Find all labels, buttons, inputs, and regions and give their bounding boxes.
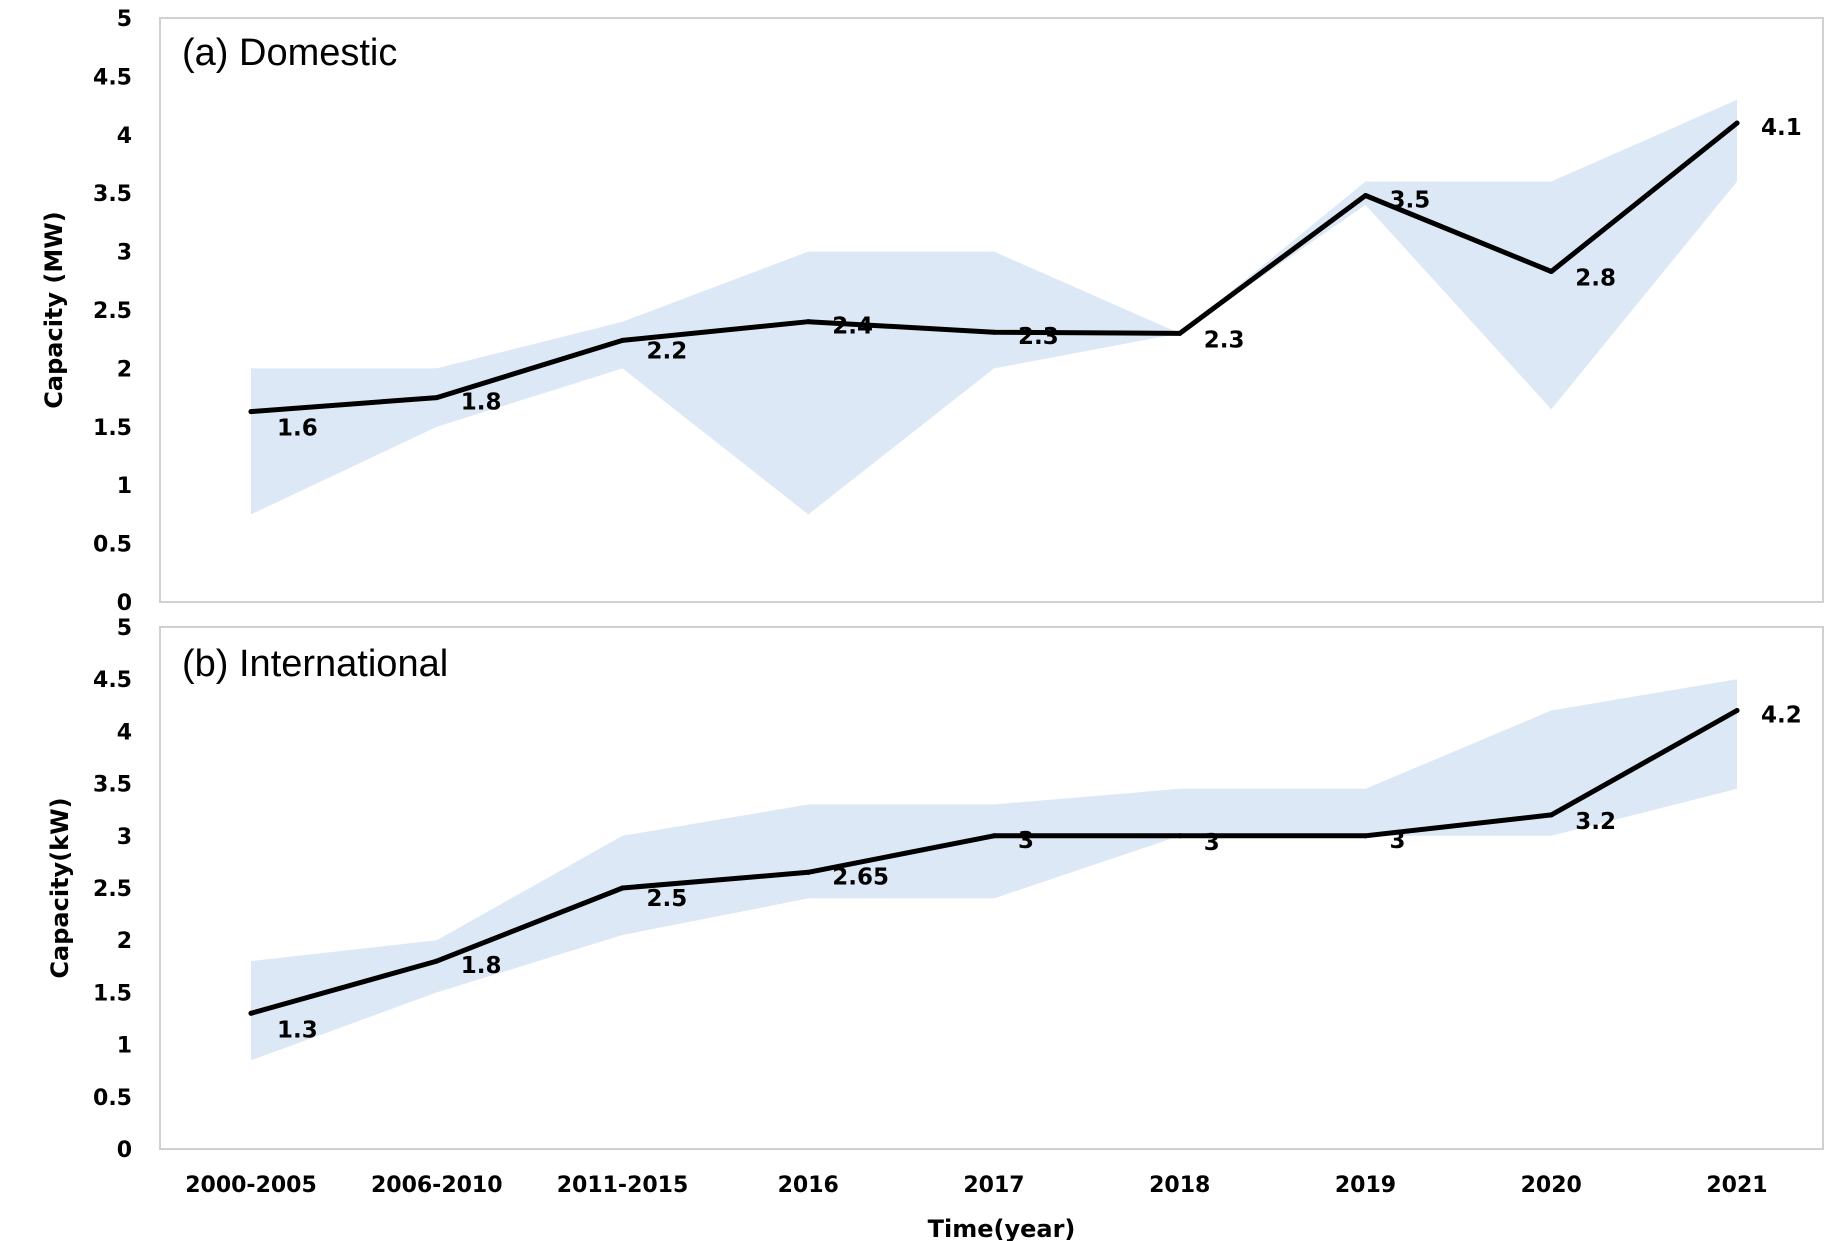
international-data-label: 4.2 (1761, 703, 1802, 729)
domestic-data-point (620, 337, 625, 343)
domestic-data-point (1734, 120, 1740, 126)
domestic-data-label: 2.8 (1575, 265, 1616, 291)
x-tick-label: 2016 (778, 1173, 839, 1198)
international-y-tick-label: 4 (117, 720, 132, 745)
x-tick-label: 2018 (1149, 1173, 1210, 1198)
domestic-data-point (805, 319, 811, 325)
domestic-range-band (251, 99, 1737, 515)
domestic-data-point (1177, 330, 1183, 336)
x-tick-label: 2019 (1335, 1173, 1396, 1198)
domestic-data-point (991, 329, 997, 335)
domestic-y-axis-title: Capacity (MW) (40, 211, 68, 408)
domestic-data-label: 2.3 (1018, 324, 1059, 350)
domestic-y-tick-label: 1.5 (93, 416, 132, 441)
international-y-axis-title: Capacity(kW) (46, 797, 74, 978)
international-y-tick-label: 1 (117, 1034, 132, 1059)
domestic-data-point (1548, 268, 1554, 274)
domestic-panel-title: (a) Domestic (182, 32, 397, 74)
x-tick-label: 2011-2015 (557, 1173, 689, 1198)
international-y-tick-label: 2 (117, 929, 132, 954)
international-data-point (620, 885, 625, 891)
x-tick-label: 2020 (1521, 1173, 1582, 1198)
domestic-y-tick-label: 0.5 (93, 533, 132, 558)
international-panel-title: (b) International (182, 643, 448, 685)
international-data-point (1363, 833, 1368, 839)
international-y-tick-label: 5 (117, 616, 132, 641)
international-data-point (805, 869, 811, 875)
international-data-label: 3.2 (1575, 809, 1616, 835)
domestic-y-tick-label: 3 (117, 241, 132, 266)
x-tick-label: 2000-2005 (185, 1173, 317, 1198)
international-y-tick-label: 0.5 (93, 1086, 132, 1111)
domestic-data-label: 2.3 (1204, 327, 1245, 353)
international-y-tick-label: 2.5 (93, 877, 132, 902)
domestic-y-tick-label: 0 (117, 591, 132, 616)
domestic-y-tick-label: 2 (117, 357, 132, 382)
international-y-tick-label: 0 (117, 1138, 132, 1163)
domestic-panel: 0 0.5 1 1.5 2 2.5 3 3.5 4 4.5 5 1.6 1.8 2.2 2.4 2.3 2.3 3… (40, 7, 1824, 616)
domestic-data-label: 1.6 (277, 416, 318, 442)
domestic-y-tick-label: 4.5 (93, 65, 132, 90)
international-data-label: 1.3 (277, 1017, 318, 1043)
international-y-tick-label: 4.5 (93, 668, 132, 693)
domestic-data-point (434, 395, 440, 401)
domestic-data-point (1363, 193, 1368, 199)
international-data-label: 3 (1390, 828, 1406, 854)
domestic-data-label: 2.4 (832, 314, 873, 340)
domestic-data-label: 1.8 (461, 390, 502, 416)
international-data-label: 2.65 (832, 864, 889, 890)
domestic-data-label: 2.2 (647, 338, 688, 364)
international-data-point (1548, 812, 1554, 818)
international-data-point (1177, 833, 1183, 839)
domestic-data-point (248, 409, 254, 415)
international-panel: 0 0.5 1 1.5 2 2.5 3 3.5 4 4.5 5 1.3 1.8 2.5 2.65 3 3 3 3.2… (46, 616, 1824, 1241)
x-tick-label: 2006-2010 (371, 1173, 503, 1198)
international-data-label: 1.8 (461, 953, 502, 979)
x-axis-title: Time(year) (928, 1215, 1076, 1241)
international-data-label: 3 (1018, 828, 1034, 854)
international-y-tick-label: 1.5 (93, 981, 132, 1006)
domestic-y-tick-label: 4 (117, 124, 132, 149)
x-tick-label: 2017 (963, 1173, 1024, 1198)
domestic-y-tick-label: 2.5 (93, 299, 132, 324)
domestic-y-tick-label: 1 (117, 474, 132, 499)
international-data-label: 2.5 (647, 886, 688, 912)
domestic-plot-frame (159, 17, 1824, 603)
international-data-point (248, 1010, 254, 1016)
domestic-y-tick-label: 3.5 (93, 182, 132, 207)
domestic-y-tick-label: 5 (117, 7, 132, 32)
international-plot-frame (159, 626, 1824, 1150)
international-data-point (434, 958, 440, 964)
international-data-label: 3 (1204, 830, 1220, 856)
international-data-point (1734, 708, 1740, 714)
international-data-point (991, 833, 997, 839)
x-tick-label: 2021 (1706, 1173, 1767, 1198)
domestic-data-label: 4.1 (1761, 115, 1802, 141)
international-y-tick-label: 3.5 (93, 773, 132, 798)
domestic-data-label: 3.5 (1390, 188, 1431, 214)
international-range-band (251, 679, 1737, 1061)
international-y-tick-label: 3 (117, 825, 132, 850)
